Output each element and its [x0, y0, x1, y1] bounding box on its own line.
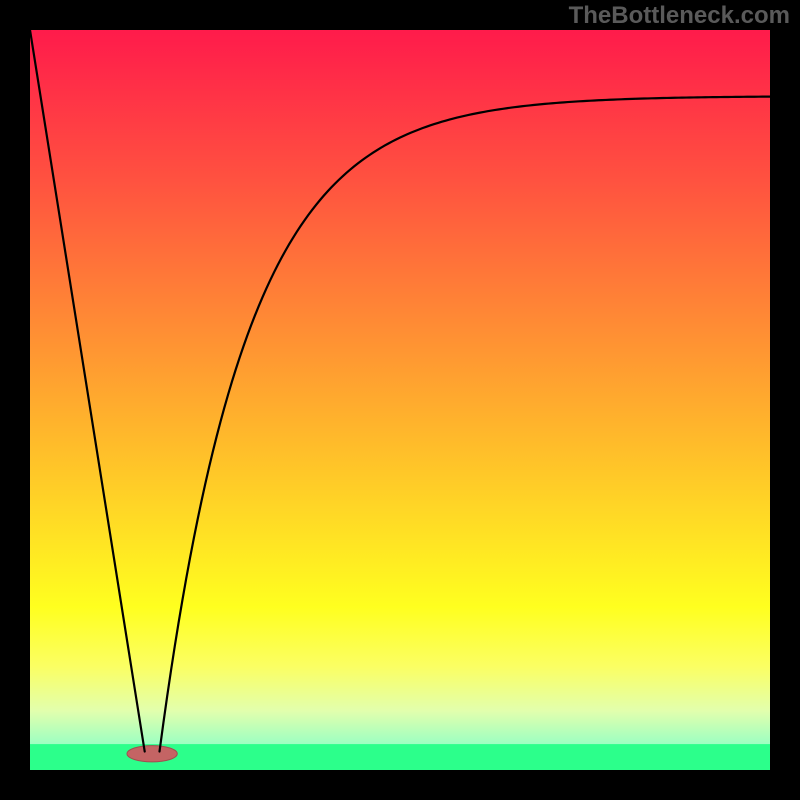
bottleneck-chart: TheBottleneck.com	[0, 0, 800, 800]
chart-svg	[0, 0, 800, 800]
bottleneck-marker	[127, 746, 177, 762]
plot-background	[30, 30, 770, 770]
